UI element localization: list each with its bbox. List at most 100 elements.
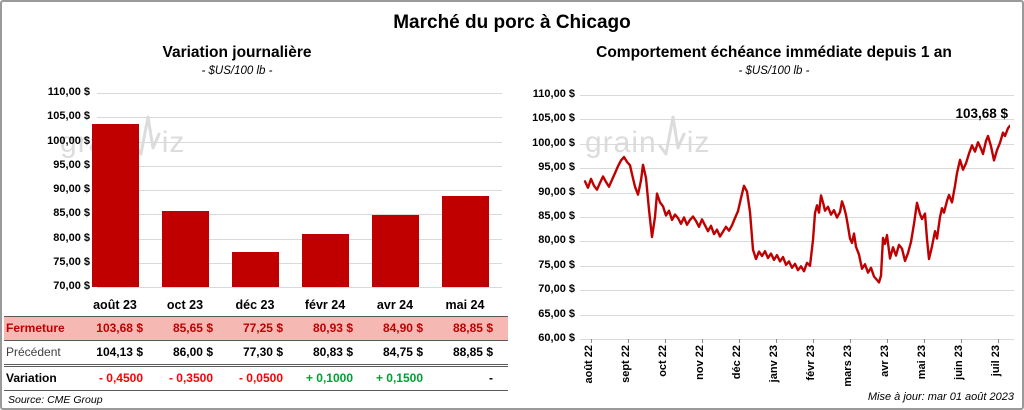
bar-chart-gridline <box>97 165 502 167</box>
line-chart-x-tick <box>924 339 925 343</box>
table-column-header: oct 23 <box>166 298 204 312</box>
line-chart-x-tick <box>702 339 703 343</box>
bar-chart-y-tick-label: 75,00 $ <box>53 255 90 268</box>
table-cell-precedent: 104,13 $ <box>96 345 143 359</box>
table-cell-variation: - 0,0500 <box>238 371 283 385</box>
updated-note: Mise à jour: mar 01 août 2023 <box>867 391 1014 403</box>
table-column-header: déc 23 <box>235 298 275 312</box>
table-cell-precedent: 88,85 $ <box>452 345 493 359</box>
line-chart-y-tick-label: 110,00 $ <box>532 88 575 100</box>
bar-chart-gridline <box>97 262 502 264</box>
precedent-row-double-rule <box>4 364 508 367</box>
table-column-header: févr 24 <box>304 298 346 312</box>
table-cell-precedent: 86,00 $ <box>172 345 213 359</box>
bar-chart-gridline <box>97 238 502 240</box>
bar-chart-gridline <box>97 287 502 288</box>
line-chart-gridline <box>580 119 1014 121</box>
line-chart-gridline <box>580 168 1014 170</box>
line-chart-y-tick-label: 80,00 $ <box>538 234 575 247</box>
table-row-label-precedent: Précédent <box>6 345 61 359</box>
table-cell-precedent: 77,30 $ <box>242 345 283 359</box>
bar-chart-y-tick-label: 110,00 $ <box>47 86 90 98</box>
line-chart-x-tick <box>591 339 592 343</box>
bar-chart-gridline <box>97 93 502 94</box>
price-line-chart <box>583 124 1010 284</box>
table-cell-variation: - 0,3500 <box>168 371 213 385</box>
bar-oct-23 <box>161 211 209 287</box>
line-chart-x-tick-label: juin 23 <box>953 345 965 380</box>
table-header-underline <box>4 316 508 317</box>
table-row-label-variation: Variation <box>6 371 57 385</box>
line-chart-y-tick-label: 70,00 $ <box>538 283 575 296</box>
table-cell-variation: + 0,1000 <box>305 371 353 385</box>
line-chart-x-tick <box>739 339 740 343</box>
table-column-header: août 23 <box>93 298 137 312</box>
bar-chart-y-tick-label: 95,00 $ <box>53 158 90 171</box>
line-chart-subtitle: - $US/100 lb - <box>738 65 810 77</box>
line-chart-x-tick-label: avr 23 <box>879 345 891 377</box>
fermeture-row-underline <box>4 340 508 341</box>
bar-chart-gridline <box>97 190 502 191</box>
price-line-series <box>583 124 1010 284</box>
line-chart-x-tick <box>961 339 962 343</box>
watermark-text-suffix: iz <box>686 126 711 159</box>
line-chart-x-tick-label: déc 22 <box>731 345 743 380</box>
table-row-label-fermeture: Fermeture <box>6 321 65 335</box>
line-chart-x-tick <box>850 339 851 343</box>
line-chart-y-tick-label: 65,00 $ <box>538 307 575 320</box>
line-chart-x-tick <box>998 339 999 343</box>
fermeture-row-highlight <box>4 317 508 340</box>
bar-chart-gridline <box>97 141 502 143</box>
grainwiz-watermark: grain iz <box>585 114 710 158</box>
line-chart-gridline <box>580 314 1014 316</box>
table-cell-fermeture: 88,85 $ <box>452 321 493 335</box>
watermark-zigzag-icon <box>658 115 686 156</box>
line-chart-y-tick-label: 60,00 $ <box>538 332 575 344</box>
bar-chart-y-tick-label: 100,00 $ <box>47 134 90 147</box>
table-cell-precedent: 80,83 $ <box>312 345 353 359</box>
table-cell-variation: + 0,1500 <box>375 371 423 385</box>
line-chart-x-tick-label: nov 22 <box>694 345 706 380</box>
line-chart-x-tick-label: août 22 <box>583 345 595 384</box>
line-chart-title: Comportement échéance immédiate depuis 1… <box>596 44 952 61</box>
bar-chart-subtitle: - $US/100 lb - <box>201 65 273 77</box>
variation-row-underline <box>4 390 508 391</box>
line-chart-x-tick <box>628 339 629 343</box>
bar-déc-23 <box>231 251 279 287</box>
line-chart-x-tick <box>776 339 777 343</box>
line-chart-x-tick-label: févr 23 <box>805 345 817 381</box>
line-chart-x-tick-label: oct 22 <box>657 345 669 377</box>
bar-mai-24 <box>441 195 489 287</box>
table-cell-fermeture: 85,65 $ <box>172 321 213 335</box>
table-cell-fermeture: 84,90 $ <box>382 321 423 335</box>
bar-avr-24 <box>371 214 419 287</box>
line-chart-x-tick-label: sept 22 <box>620 345 632 383</box>
line-chart-x-tick <box>813 339 814 343</box>
line-chart-gridline <box>580 339 1014 340</box>
page-title: Marché du porc à Chicago <box>393 12 631 33</box>
bar-chart-y-tick-label: 70,00 $ <box>53 280 90 292</box>
line-chart-gridline <box>580 241 1014 243</box>
table-cell-precedent: 84,75 $ <box>382 345 423 359</box>
bar-févr-24 <box>301 233 349 287</box>
table-cell-fermeture: 80,93 $ <box>312 321 353 335</box>
bar-chart-y-tick-label: 90,00 $ <box>53 183 90 195</box>
line-chart-x-tick-label: juil 23 <box>990 345 1002 377</box>
watermark-zigzag-icon <box>133 115 161 156</box>
line-chart-y-tick-label: 85,00 $ <box>538 210 575 222</box>
line-chart-gridline <box>580 95 1014 96</box>
line-chart-gridline <box>580 217 1014 218</box>
bar-chart-gridline <box>97 117 502 119</box>
table-cell-variation: - 0,4500 <box>98 371 143 385</box>
table-cell-variation: - <box>489 371 493 385</box>
line-chart-gridline <box>580 290 1014 292</box>
line-chart-x-tick <box>887 339 888 343</box>
bar-chart-gridline <box>97 214 502 216</box>
line-last-value-label: 103,68 $ <box>955 106 1008 121</box>
bar-août-23 <box>91 123 139 287</box>
line-chart-y-tick-label: 105,00 $ <box>532 112 575 125</box>
table-column-header: mai 24 <box>445 298 485 312</box>
watermark-text-prefix: grain <box>585 126 657 159</box>
bar-chart-title: Variation journalière <box>162 44 312 61</box>
